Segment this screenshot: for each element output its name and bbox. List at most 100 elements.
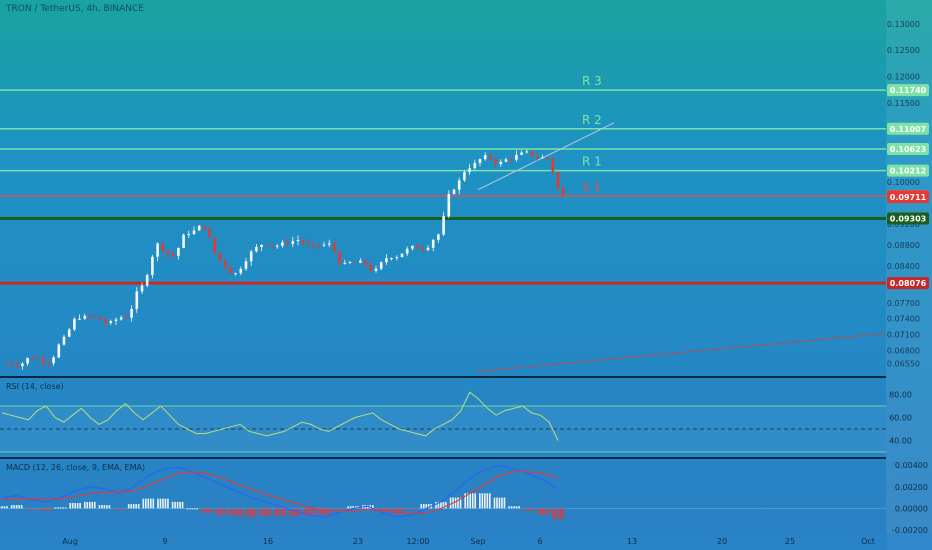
candle-body[interactable] [192,230,196,234]
pane-divider-macd[interactable] [0,457,886,459]
price-pane[interactable]: R 3 R 2 R 1 S 1 [0,74,887,372]
candle-body[interactable] [130,308,133,318]
candle-body[interactable] [182,234,185,248]
candle-body[interactable] [379,262,383,269]
candle-body[interactable] [405,248,409,254]
candle-body[interactable] [442,216,445,235]
candle-body[interactable] [286,242,289,244]
support-trendline[interactable] [477,332,887,372]
trendline[interactable] [477,122,615,191]
candle-body[interactable] [494,158,497,165]
candle-body[interactable] [504,159,508,162]
candle-body[interactable] [535,156,539,158]
candle-body[interactable] [229,266,232,274]
candle-body[interactable] [223,260,227,267]
candle-body[interactable] [353,261,357,263]
candle-body[interactable] [10,363,14,366]
candle-body[interactable] [483,155,487,160]
candle-body[interactable] [109,321,113,324]
candle-body[interactable] [99,316,102,320]
candle-body[interactable] [26,357,29,364]
candle-body[interactable] [509,159,513,161]
candle-body[interactable] [400,253,404,258]
candle-body[interactable] [177,247,180,256]
candle-body[interactable] [88,315,92,317]
candle-body[interactable] [551,158,555,173]
candle-body[interactable] [489,155,492,159]
candle-body[interactable] [312,244,315,246]
candle-body[interactable] [119,317,123,320]
candle-body[interactable] [426,247,430,250]
candle-body[interactable] [333,243,336,252]
candle-body[interactable] [31,357,35,359]
signal-line[interactable] [1,471,559,515]
candle-body[interactable] [275,245,279,247]
candle-body[interactable] [135,291,139,309]
candle-body[interactable] [67,329,71,337]
candle-body[interactable] [47,362,50,364]
candle-body[interactable] [166,250,170,255]
candle-body[interactable] [36,358,40,360]
candle-body[interactable] [296,239,300,242]
candle-body[interactable] [556,172,560,189]
candle-body[interactable] [291,241,295,244]
candle-body[interactable] [457,180,461,190]
candle-body[interactable] [156,243,159,257]
candle-body[interactable] [78,318,81,320]
pane-divider-rsi[interactable] [0,376,886,378]
candle-body[interactable] [317,244,321,246]
candle-body[interactable] [145,275,149,286]
candle-body[interactable] [343,262,347,264]
candle-body[interactable] [57,344,61,358]
candle-body[interactable] [348,261,352,263]
candle-body[interactable] [114,319,118,322]
candle-body[interactable] [151,256,154,276]
candle-body[interactable] [260,244,263,247]
candle-body[interactable] [468,168,471,173]
candle-body[interactable] [73,318,76,330]
candle-body[interactable] [416,245,419,249]
candle-body[interactable] [338,251,341,264]
candle-body[interactable] [125,317,128,319]
candle-body[interactable] [463,172,466,181]
candle-body[interactable] [374,268,378,271]
candle-body[interactable] [525,151,529,153]
candle-body[interactable] [359,260,362,263]
candle-body[interactable] [187,233,191,235]
candle-body[interactable] [203,225,206,230]
candle-body[interactable] [218,253,222,261]
candle-body[interactable] [41,358,45,363]
candle-body[interactable] [281,242,284,246]
candle-body[interactable] [244,261,248,269]
candle-body[interactable] [385,258,388,263]
candle-body[interactable] [499,161,503,165]
candle-body[interactable] [15,365,19,367]
macd-line[interactable] [1,464,559,518]
candle-body[interactable] [437,234,440,240]
candle-body[interactable] [395,257,399,259]
candle-body[interactable] [140,285,144,292]
candle-body[interactable] [431,239,435,248]
candle-body[interactable] [369,264,373,271]
candle-body[interactable] [515,154,518,160]
candle-body[interactable] [171,254,175,256]
candle-body[interactable] [307,243,310,245]
candle-body[interactable] [270,244,274,247]
candle-body[interactable] [249,251,253,262]
macd-pane[interactable]: MACD (12, 26, close, 9, EMA, EMA) 0.00400… [0,461,928,535]
candle-body[interactable] [208,229,211,238]
candle-body[interactable] [21,363,24,367]
candle-body[interactable] [234,273,237,275]
candle-body[interactable] [421,248,425,250]
candle-body[interactable] [239,268,243,274]
candle-body[interactable] [473,162,477,169]
rsi-pane[interactable]: RSI (14, close) 80.00 60.00 40.00 [0,382,912,453]
candle-body[interactable] [541,157,544,159]
candle-body[interactable] [561,188,565,197]
candle-body[interactable] [213,237,217,254]
candle-body[interactable] [161,243,165,251]
candle-body[interactable] [255,246,258,252]
candle-body[interactable] [52,357,55,364]
candle-body[interactable] [301,239,305,244]
candle-body[interactable] [530,151,534,157]
